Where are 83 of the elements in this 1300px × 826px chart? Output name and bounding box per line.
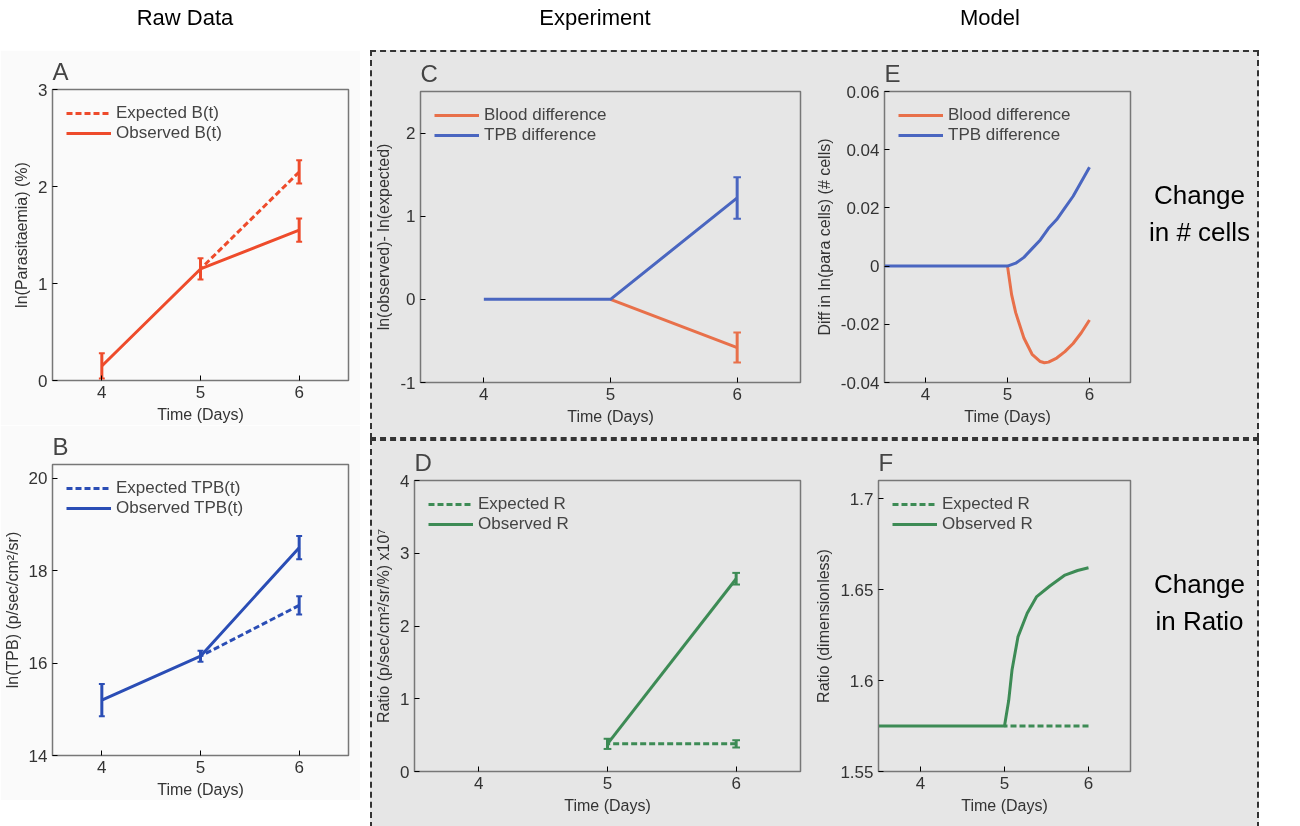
chart-title: C xyxy=(420,59,438,87)
x-axis-title: Time (Days) xyxy=(157,405,244,423)
x-tick-label: 6 xyxy=(732,384,742,404)
y-tick-label: 0 xyxy=(406,290,416,310)
y-tick-label: 1.65 xyxy=(840,580,874,600)
legend-label: Observed R xyxy=(478,514,569,534)
x-axis-title: Time (Days) xyxy=(157,780,244,798)
x-tick-label: 6 xyxy=(294,382,304,402)
y-tick-label: 2 xyxy=(400,617,410,636)
chart-title: E xyxy=(884,59,901,87)
y-tick-label: 20 xyxy=(28,469,48,489)
x-tick-label: 5 xyxy=(602,773,613,793)
y-tick-label: 2 xyxy=(406,124,416,144)
y-tick-label: -0.02 xyxy=(840,315,880,335)
x-tick-label: 4 xyxy=(97,382,107,402)
x-tick-label: 5 xyxy=(195,382,206,402)
legend-label: Blood difference xyxy=(948,105,1071,125)
text: Model xyxy=(960,5,1020,32)
x-axis-title: Time (Days) xyxy=(964,407,1051,425)
line-series xyxy=(878,566,1090,728)
y-tick-label: 4 xyxy=(400,471,410,491)
y-axis-title: Ratio (dimensionless) xyxy=(815,549,833,703)
y-tick-label: 16 xyxy=(28,654,48,674)
y-tick-label: 2 xyxy=(38,177,48,197)
y-axis-title: ln(observed)- ln(expected) xyxy=(375,143,393,331)
y-tick-label: 3 xyxy=(38,80,48,100)
x-tick-label: 6 xyxy=(1084,384,1095,404)
y-axis-title: ln(Parasitaemia) (%) xyxy=(13,162,31,308)
y-tick-label: -1 xyxy=(400,373,416,393)
text: Raw Data xyxy=(136,5,234,32)
legend-label: Observed TPB(t) xyxy=(116,498,244,518)
y-tick-label: -0.04 xyxy=(840,373,880,393)
chart-title: F xyxy=(878,448,894,476)
y-tick-label: 0 xyxy=(870,257,880,277)
text: Experiment xyxy=(539,5,651,32)
y-axis-title: Diff in ln(para cells) (# cells) xyxy=(815,138,833,336)
chart-title: B xyxy=(52,432,69,460)
x-tick-label: 6 xyxy=(1083,773,1094,793)
x-tick-label: 4 xyxy=(915,773,926,793)
x-tick-label: 5 xyxy=(999,773,1010,793)
y-axis-title: Ratio (p/sec/cm²/sr/%) x10⁷ xyxy=(375,528,393,724)
line-series xyxy=(884,165,1091,268)
x-tick-label: 5 xyxy=(605,384,616,404)
y-tick-label: 18 xyxy=(28,561,48,581)
x-tick-label: 4 xyxy=(920,384,931,404)
text: Change in Ratio xyxy=(1152,568,1247,639)
legend-label: Expected TPB(t) xyxy=(116,478,241,498)
legend-label: Observed B(t) xyxy=(116,123,222,143)
y-tick-label: 1 xyxy=(38,274,48,294)
legend-label: Expected R xyxy=(478,494,566,514)
legend-label: Expected R xyxy=(942,494,1030,514)
y-tick-label: 1 xyxy=(400,689,410,709)
y-axis-title: ln(TPB) (p/sec/cm²/sr) xyxy=(3,531,21,689)
legend-label: Expected B(t) xyxy=(116,103,219,123)
x-tick-label: 4 xyxy=(97,757,107,777)
legend-label: TPB difference xyxy=(484,125,597,145)
x-axis-title: Time (Days) xyxy=(961,796,1048,814)
legend-label: TPB difference xyxy=(948,125,1061,145)
x-tick-label: 6 xyxy=(731,773,741,793)
y-tick-label: 0.02 xyxy=(846,198,880,218)
x-tick-label: 5 xyxy=(1002,384,1013,404)
x-tick-label: 5 xyxy=(195,757,206,777)
y-tick-label: 1.7 xyxy=(849,489,874,509)
y-tick-label: 0.04 xyxy=(846,140,880,160)
x-tick-label: 4 xyxy=(474,773,484,793)
y-tick-label: 3 xyxy=(400,544,410,564)
y-tick-label: 1.6 xyxy=(849,671,874,691)
y-tick-label: 1 xyxy=(406,207,416,227)
chart-title: A xyxy=(52,57,69,85)
y-tick-label: 1.55 xyxy=(840,762,874,782)
x-axis-title: Time (Days) xyxy=(567,407,654,425)
y-tick-label: 0.06 xyxy=(846,82,880,102)
chart-title: D xyxy=(414,448,432,476)
text: Change in # cells xyxy=(1147,179,1252,250)
line-series xyxy=(1006,264,1091,365)
legend-label: Blood difference xyxy=(484,105,607,125)
y-tick-label: 14 xyxy=(28,746,48,766)
x-tick-label: 6 xyxy=(294,757,304,777)
x-tick-label: 4 xyxy=(479,384,489,404)
legend-label: Observed R xyxy=(942,514,1033,534)
y-tick-label: 0 xyxy=(38,371,48,391)
y-tick-label: 0 xyxy=(400,762,410,782)
x-axis-title: Time (Days) xyxy=(564,796,651,814)
